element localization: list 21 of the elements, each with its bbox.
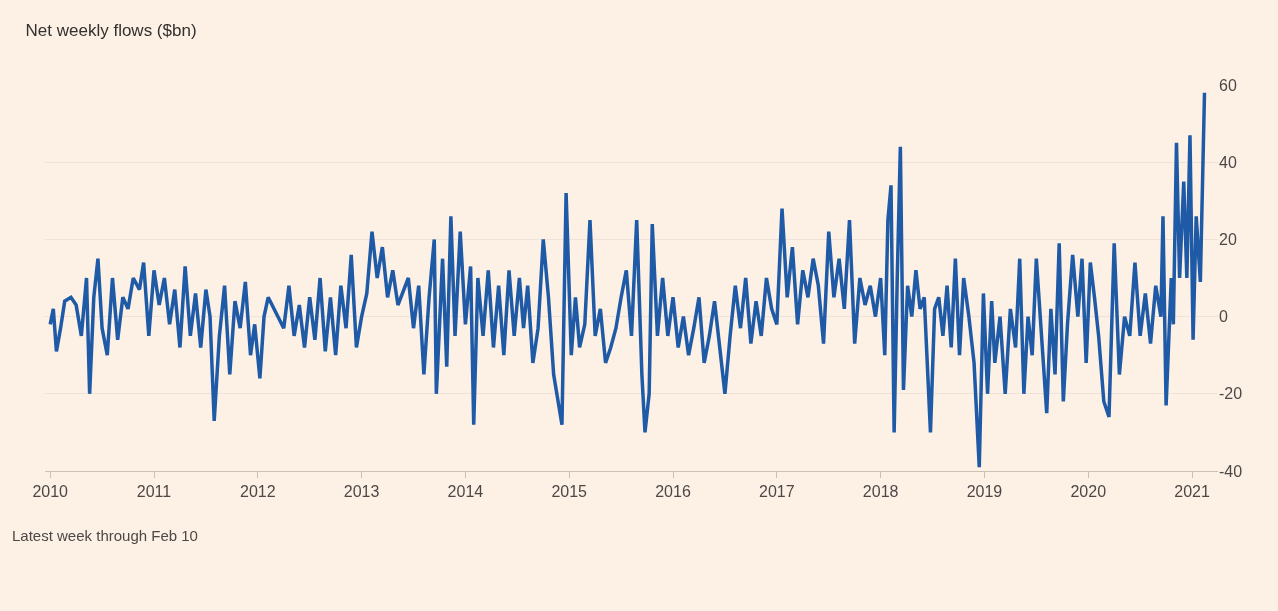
x-tick-label: 2014: [447, 483, 484, 501]
x-tick-label: 2016: [655, 483, 691, 501]
line-series: [48, 90, 1207, 469]
y-tick-label: 40: [1219, 153, 1237, 171]
x-tick-label: 2019: [966, 483, 1003, 501]
y-tick-label: 60: [1219, 76, 1237, 94]
x-tick-label: 2017: [759, 483, 795, 501]
x-tick-label: 2012: [240, 483, 276, 501]
chart-title: Net weekly flows ($bn): [25, 21, 197, 41]
x-tick-label: 2018: [862, 483, 899, 501]
x-tick-label: 2011: [136, 483, 172, 501]
x-tick-label: 2015: [551, 483, 588, 501]
y-tick-label: 20: [1219, 231, 1237, 248]
x-tick-label: 2010: [32, 483, 69, 501]
y-tick-label: 0: [1219, 308, 1228, 326]
x-tick-label: 2013: [343, 483, 380, 501]
x-tick-label: 2021: [1174, 483, 1210, 501]
text: Latest week through Feb 10: [12, 527, 198, 544]
y-tick-label: -20: [1219, 385, 1243, 403]
x-tick-label: 2020: [1070, 483, 1107, 501]
y-tick-label: -40: [1219, 462, 1243, 480]
